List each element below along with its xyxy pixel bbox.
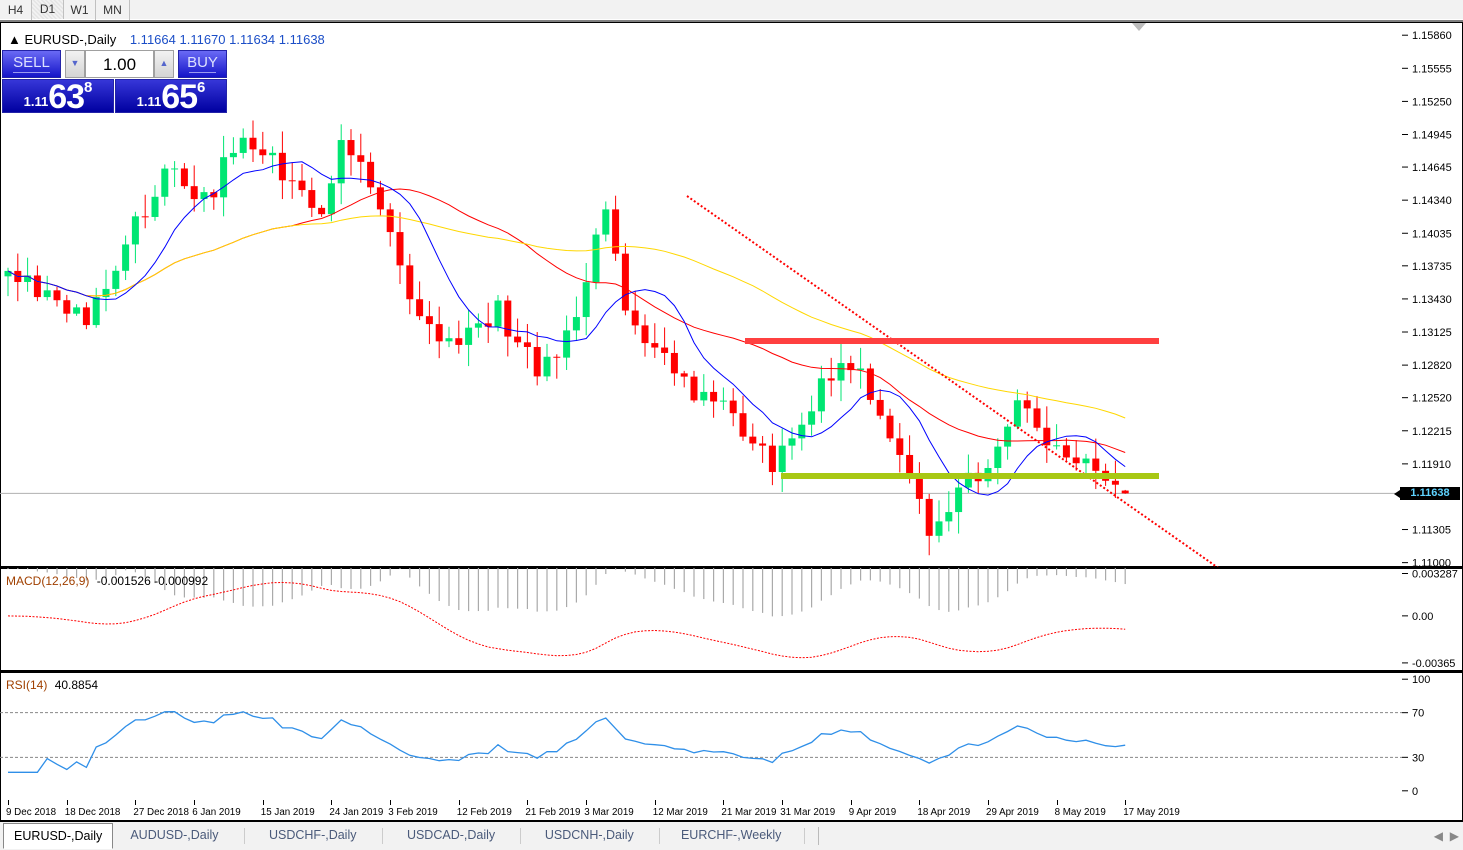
svg-text:1.11910: 1.11910 xyxy=(1412,459,1451,471)
svg-text:0: 0 xyxy=(1412,786,1418,798)
svg-text:100: 100 xyxy=(1412,674,1430,686)
svg-text:1.15860: 1.15860 xyxy=(1412,30,1452,42)
svg-text:-0.00365: -0.00365 xyxy=(1412,658,1455,670)
svg-text:1.13125: 1.13125 xyxy=(1412,327,1452,339)
svg-text:1.14945: 1.14945 xyxy=(1412,130,1452,142)
svg-text:1.12820: 1.12820 xyxy=(1412,360,1452,372)
svg-text:0.003287: 0.003287 xyxy=(1412,569,1458,581)
svg-text:1.14035: 1.14035 xyxy=(1412,228,1452,240)
svg-text:1.11305: 1.11305 xyxy=(1412,525,1451,537)
svg-text:1.12520: 1.12520 xyxy=(1412,393,1452,405)
svg-text:70: 70 xyxy=(1412,708,1424,720)
svg-text:1.14645: 1.14645 xyxy=(1412,162,1452,174)
svg-text:0.00: 0.00 xyxy=(1412,611,1433,623)
svg-text:30: 30 xyxy=(1412,752,1424,764)
svg-text:1.13735: 1.13735 xyxy=(1412,261,1452,273)
svg-text:1.13430: 1.13430 xyxy=(1412,294,1452,306)
svg-text:1.15250: 1.15250 xyxy=(1412,96,1452,108)
svg-text:1.14340: 1.14340 xyxy=(1412,195,1452,207)
svg-text:1.11000: 1.11000 xyxy=(1412,558,1451,568)
svg-text:1.15555: 1.15555 xyxy=(1412,63,1452,75)
svg-text:1.12215: 1.12215 xyxy=(1412,426,1452,438)
